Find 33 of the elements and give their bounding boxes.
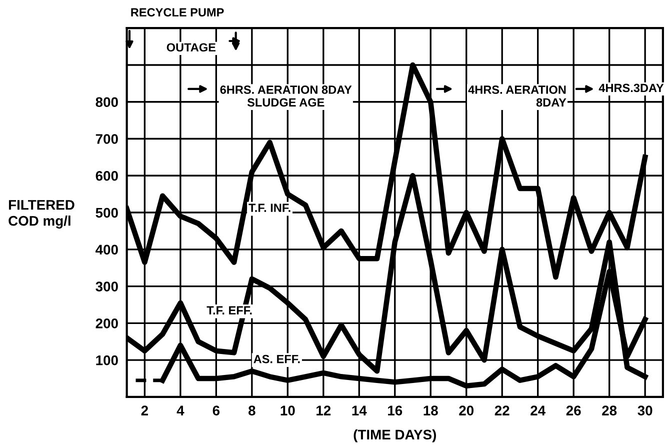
y-tick-label: 300	[96, 282, 118, 292]
y-tick-label: 800	[96, 97, 118, 108]
y-tick-label: 200	[96, 318, 118, 328]
series-label: T.F. EFF.	[206, 306, 252, 314]
annotation: 4HRS. AERATION 8DAY	[468, 86, 566, 107]
y-tick-label: 100	[96, 355, 118, 366]
series-label: T.F. INF.	[248, 204, 290, 212]
annotation: 6HRS. AERATION 8DAY SLUDGE AGE	[220, 86, 352, 107]
x-tick-label: 8	[248, 406, 256, 416]
x-tick-label: 2	[141, 406, 148, 416]
y-tick-label: 600	[96, 170, 118, 181]
x-tick-label: 24	[530, 406, 546, 416]
x-tick-label: 10	[280, 406, 295, 416]
x-axis-title: (TIME DAYS)	[354, 429, 436, 442]
x-tick-label: 4	[176, 406, 184, 416]
x-tick-label: 26	[566, 406, 581, 416]
annotation: 4HRS.3DAY	[598, 84, 664, 92]
y-tick-label: 500	[96, 208, 118, 218]
x-tick-label: 28	[602, 406, 617, 416]
x-tick-label: 14	[352, 406, 367, 416]
x-tick-label: 16	[388, 406, 402, 416]
x-tick-label: 6	[212, 406, 220, 416]
y-tick-label: 700	[96, 134, 118, 144]
annotation: OUTAGE	[166, 43, 216, 52]
x-tick-label: 30	[638, 406, 652, 416]
x-tick-label: 22	[494, 406, 510, 416]
x-tick-label: 18	[424, 406, 438, 416]
text: RECYCLE PUMP	[131, 8, 224, 17]
series-label: AS. EFF.	[254, 354, 300, 364]
y-axis-title: FILTERED COD mg/l	[8, 200, 74, 229]
x-tick-label: 12	[316, 406, 331, 416]
x-tick-label: 20	[459, 406, 474, 416]
y-tick-label: 400	[96, 244, 118, 255]
